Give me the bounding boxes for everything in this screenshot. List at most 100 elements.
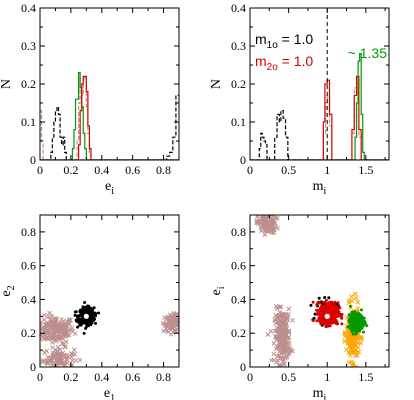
point [49, 374, 53, 378]
x-tick-label: 0.4 [94, 370, 109, 384]
point [54, 323, 60, 328]
point [75, 319, 79, 323]
point [66, 317, 72, 323]
y-tick-label: 0.4 [231, 292, 246, 306]
point [42, 336, 48, 341]
point [324, 325, 328, 329]
x-tick-label: 0 [37, 163, 43, 177]
point [278, 304, 284, 310]
point [318, 301, 322, 305]
point [348, 304, 352, 308]
point [57, 336, 63, 342]
point [40, 320, 44, 325]
point [317, 296, 321, 300]
x-tick-label: 0.2 [63, 370, 78, 384]
x-axis-label: mi [313, 179, 327, 197]
point [178, 320, 179, 324]
point [285, 312, 291, 317]
plot-area [40, 72, 179, 160]
point [94, 321, 98, 325]
x-axis-label: ei [105, 179, 114, 197]
point [42, 312, 47, 318]
point [273, 320, 278, 326]
point [266, 219, 272, 225]
point [349, 359, 354, 365]
point [315, 302, 319, 306]
point [278, 327, 283, 333]
y-tick-label: 0.1 [231, 115, 246, 129]
center-marker [83, 313, 89, 319]
point [91, 307, 95, 311]
plot-frame [39, 214, 180, 368]
point [281, 354, 287, 360]
point [348, 320, 352, 324]
point [171, 320, 177, 325]
point [170, 325, 175, 331]
point [40, 358, 46, 363]
point [86, 322, 90, 326]
point [359, 325, 363, 329]
point [57, 327, 62, 333]
y-tick-label: 0 [30, 360, 36, 374]
y-tick-label: 0.3 [231, 39, 246, 53]
point [353, 347, 359, 353]
point [32, 321, 36, 325]
point [269, 215, 274, 218]
point [90, 312, 94, 316]
point [286, 345, 292, 350]
point [290, 348, 295, 354]
point [331, 312, 335, 316]
point [179, 322, 183, 326]
point [34, 319, 38, 323]
point [282, 361, 287, 367]
point [48, 356, 53, 362]
point [59, 352, 64, 357]
point [40, 338, 41, 342]
point [278, 314, 283, 319]
x-tick-label: 0.5 [281, 163, 296, 177]
point [349, 294, 354, 299]
y-tick-label: 0 [30, 153, 36, 167]
point [332, 309, 336, 313]
point [46, 320, 51, 326]
series-line-green [40, 72, 179, 160]
point [281, 349, 286, 355]
point [97, 311, 101, 315]
point [274, 306, 280, 311]
point [335, 320, 339, 324]
point [66, 321, 72, 326]
point [362, 316, 366, 320]
point [353, 291, 358, 297]
point [279, 363, 284, 367]
y-tick-label: 0.2 [231, 326, 246, 340]
point [181, 332, 185, 336]
y-tick-label: 0 [240, 360, 246, 374]
point [319, 319, 323, 323]
cluster-rosy [40, 344, 83, 378]
y-tick-label: 0.1 [21, 115, 36, 129]
point [313, 312, 317, 316]
point [342, 339, 347, 344]
point [254, 220, 259, 226]
cluster-green [346, 304, 369, 336]
y-axis-label: N [0, 79, 14, 89]
point [355, 306, 361, 311]
point [337, 310, 341, 314]
point [354, 332, 358, 336]
point [62, 362, 68, 367]
annotation-m1: m1o = 1.0 [255, 31, 313, 51]
point [63, 357, 69, 362]
point [309, 303, 313, 307]
point [40, 324, 42, 330]
point [355, 340, 361, 346]
point [352, 323, 356, 327]
point [83, 301, 87, 305]
panel-top-left: 0 0.2 0.4 0.6 0.8 0 0.1 0.2 0.3 0.4 ei N [0, 1, 180, 197]
point [84, 306, 88, 310]
point [323, 295, 327, 299]
y-tick-label: 0.2 [21, 326, 36, 340]
point [350, 322, 354, 326]
point [283, 329, 289, 335]
point [286, 306, 292, 312]
